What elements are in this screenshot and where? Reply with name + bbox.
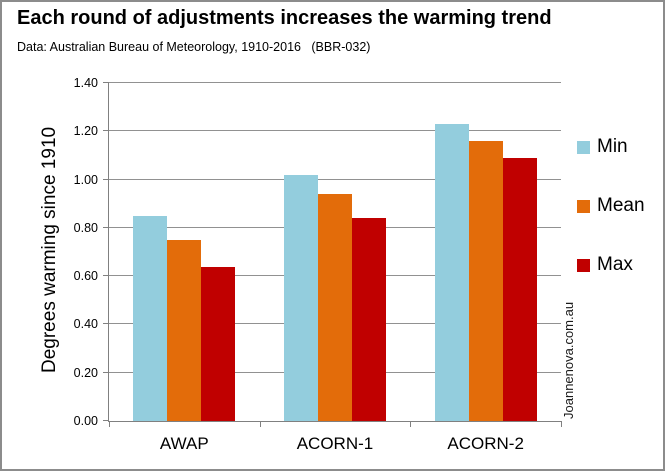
gridline — [109, 130, 561, 132]
y-tick-label: 0.60 — [73, 269, 98, 284]
bar-group-acorn-1: ACORN-1 — [260, 83, 411, 453]
plot-area: 0.00 0.20 0.40 0.60 0.80 1.00 1.20 1.40 AWAP ACOR… — [74, 76, 562, 453]
y-axis-title: Degrees warming since 1910 — [39, 126, 60, 373]
bar-acorn-1-max — [351, 218, 386, 421]
gridline — [109, 82, 561, 83]
y-axis-tick — [103, 82, 109, 83]
bar-awap-min — [133, 215, 168, 421]
x-axis-tick — [109, 421, 110, 427]
category-label-acorn-1: ACORN-1 — [296, 434, 374, 453]
y-axis-tick — [103, 420, 109, 421]
y-tick-label: 0.40 — [73, 317, 98, 332]
legend-label: Min — [597, 136, 628, 157]
y-tick-label: 1.00 — [73, 172, 98, 187]
legend-swatch-icon — [577, 140, 590, 154]
bar-acorn-2-min — [434, 124, 469, 421]
watermark: Joannenova.com.au — [561, 301, 576, 419]
gridline — [109, 178, 561, 180]
y-axis-tick — [103, 323, 109, 325]
x-axis-tick — [561, 421, 562, 427]
legend: Min Mean Max — [577, 136, 645, 276]
legend-label: Mean — [597, 195, 645, 216]
category-label-awap: AWAP — [159, 434, 209, 453]
y-tick-label: 0.00 — [73, 414, 98, 428]
y-tick-label: 0.80 — [73, 220, 98, 235]
x-axis-tick — [259, 421, 261, 427]
category-label-acorn-2: ACORN-2 — [447, 434, 524, 453]
legend-item-min: Min — [577, 136, 645, 158]
y-axis-tick — [103, 275, 109, 277]
x-axis-tick — [410, 421, 412, 427]
bar-group-awap: AWAP — [109, 83, 260, 453]
bar-acorn-1-mean — [317, 194, 352, 421]
bar-awap-max — [201, 266, 236, 421]
bar-acorn-1-min — [283, 174, 318, 421]
y-tick-label: 1.40 — [73, 76, 98, 90]
y-tick-label: 0.20 — [73, 365, 98, 380]
chart-subtitle: Data: Australian Bureau of Meteorology, … — [17, 40, 371, 54]
bar-acorn-2-max — [502, 157, 537, 421]
y-axis-tick — [103, 226, 109, 228]
y-axis-tick — [103, 178, 109, 180]
legend-label: Max — [597, 254, 633, 275]
legend-swatch-icon — [577, 258, 590, 272]
y-tick-label: 1.20 — [73, 124, 98, 139]
legend-item-max: Max — [577, 254, 645, 276]
legend-swatch-icon — [577, 199, 590, 213]
y-axis-tick — [103, 130, 109, 132]
chart-title: Each round of adjustments increases the … — [17, 7, 552, 29]
bar-awap-mean — [167, 239, 202, 421]
bar-acorn-2-mean — [468, 140, 503, 421]
y-axis-tick — [103, 371, 109, 373]
legend-item-mean: Mean — [577, 195, 645, 217]
bar-group-acorn-2: ACORN-2 — [410, 83, 561, 453]
